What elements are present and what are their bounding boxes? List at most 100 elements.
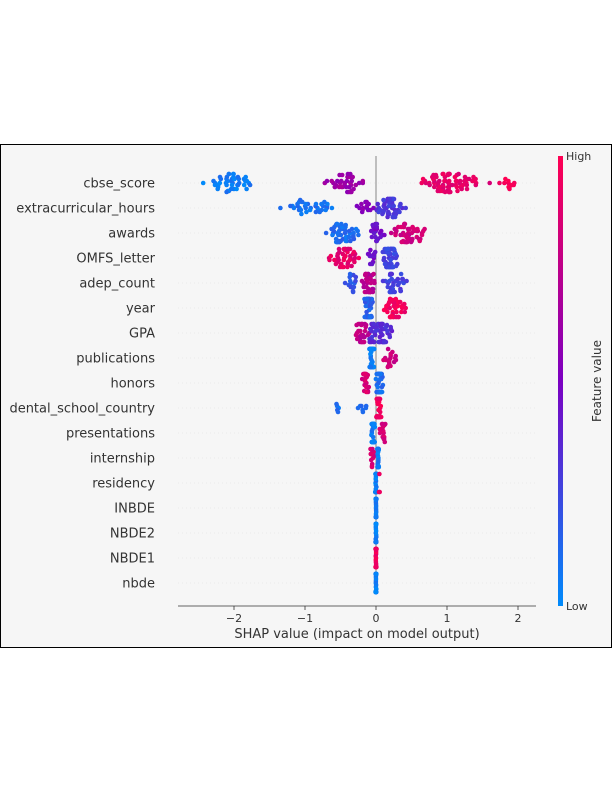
x-tick-label: −1 bbox=[297, 612, 313, 625]
shap-point-year bbox=[399, 309, 404, 315]
shap-point-OMFS_letter bbox=[341, 246, 347, 252]
shap-point-honors bbox=[366, 384, 372, 390]
shap-point-cbse_score bbox=[356, 180, 362, 186]
shap-point-dental_school_country bbox=[375, 396, 381, 402]
shap-point-OMFS_letter bbox=[351, 249, 357, 255]
colorbar: High Low Feature value bbox=[558, 150, 604, 613]
shap-point-GPA bbox=[354, 336, 360, 342]
shap-point-awards bbox=[338, 232, 344, 238]
shap-point-extracurricular_hours bbox=[380, 211, 385, 217]
shap-point-adep_count bbox=[351, 284, 357, 290]
shap-point-cbse_score bbox=[244, 186, 249, 192]
shap-point-publications bbox=[385, 346, 391, 352]
shap-point-OMFS_letter bbox=[356, 255, 362, 261]
shap-point-cbse_score bbox=[229, 182, 235, 188]
shap-point-adep_count bbox=[347, 271, 353, 277]
shap-point-OMFS_letter bbox=[341, 257, 347, 263]
shap-point-presentations bbox=[371, 439, 377, 445]
shap-point-honors bbox=[373, 376, 379, 382]
shap-point-cbse_score bbox=[343, 184, 349, 190]
shap-point-cbse_score bbox=[226, 171, 232, 177]
shap-point-adep_count bbox=[350, 289, 356, 295]
shap-point-adep_count bbox=[353, 278, 358, 284]
shap-point-cbse_score bbox=[234, 186, 239, 192]
feature-label-residency: residency bbox=[92, 477, 155, 492]
shap-point-extracurricular_hours bbox=[297, 197, 303, 203]
feature-label-dental_school_country: dental_school_country bbox=[9, 402, 155, 417]
shap-point-OMFS_letter bbox=[391, 264, 396, 270]
shap-point-OMFS_letter bbox=[391, 246, 397, 252]
shap-point-cbse_score bbox=[336, 184, 342, 190]
shap-point-OMFS_letter bbox=[332, 257, 337, 263]
shap-point-honors bbox=[363, 371, 368, 377]
shap-point-dental_school_country bbox=[363, 403, 369, 409]
shap-point-cbse_score bbox=[347, 189, 353, 195]
shap-point-dental_school_country bbox=[359, 403, 364, 409]
shap-point-cbse_score bbox=[473, 182, 479, 188]
shap-point-OMFS_letter bbox=[372, 249, 378, 255]
shap-point-adep_count bbox=[353, 274, 359, 280]
shap-point-awards bbox=[351, 236, 357, 242]
feature-label-publications: publications bbox=[76, 352, 155, 367]
shap-point-cbse_score bbox=[329, 178, 335, 184]
feature-label-GPA: GPA bbox=[129, 327, 155, 342]
shap-point-presentations bbox=[377, 426, 383, 432]
shap-point-year bbox=[402, 301, 407, 307]
shap-point-GPA bbox=[385, 328, 390, 334]
shap-point-extracurricular_hours bbox=[317, 209, 323, 215]
shap-point-year bbox=[364, 296, 370, 302]
shap-point-cbse_score bbox=[446, 189, 452, 195]
shap-point-GPA bbox=[377, 334, 383, 340]
feature-label-year: year bbox=[126, 302, 156, 317]
shap-point-residency bbox=[377, 471, 382, 477]
shap-point-cbse_score bbox=[211, 178, 216, 184]
shap-point-awards bbox=[393, 232, 398, 238]
shap-point-publications bbox=[393, 353, 399, 359]
shap-point-year bbox=[402, 309, 408, 315]
shap-point-cbse_score bbox=[464, 182, 470, 188]
shap-point-cbse_score bbox=[247, 182, 253, 188]
shap-point-awards bbox=[356, 232, 361, 238]
shap-point-honors bbox=[379, 384, 385, 390]
shap-point-cbse_score bbox=[332, 184, 338, 190]
shap-point-extracurricular_hours bbox=[299, 211, 304, 217]
shap-point-awards bbox=[335, 239, 341, 245]
shap-point-awards bbox=[398, 232, 403, 238]
shap-point-cbse_score bbox=[453, 178, 459, 184]
shap-point-cbse_score bbox=[224, 189, 229, 195]
shap-point-extracurricular_hours bbox=[381, 197, 386, 203]
shap-point-cbse_score bbox=[235, 174, 241, 180]
shap-point-awards bbox=[343, 228, 348, 234]
shap-point-extracurricular_hours bbox=[368, 207, 373, 213]
shap-point-GPA bbox=[387, 334, 393, 340]
shap-point-cbse_score bbox=[437, 178, 442, 184]
shap-point-GPA bbox=[362, 328, 368, 334]
shap-point-internship bbox=[369, 464, 375, 470]
shap-point-cbse_score bbox=[200, 180, 206, 186]
feature-label-INBDE: INBDE bbox=[114, 502, 155, 517]
shap-point-dental_school_country bbox=[335, 409, 341, 415]
shap-point-cbse_score bbox=[353, 182, 359, 188]
shap-point-year bbox=[393, 314, 399, 320]
shap-point-awards bbox=[403, 239, 409, 245]
shap-point-year bbox=[397, 299, 403, 305]
shap-point-cbse_score bbox=[503, 176, 508, 182]
shap-point-extracurricular_hours bbox=[386, 203, 392, 209]
shap-point-extracurricular_hours bbox=[364, 199, 370, 205]
shap-point-awards bbox=[410, 224, 415, 230]
shap-point-awards bbox=[346, 234, 352, 240]
shap-point-GPA bbox=[371, 321, 376, 327]
shap-point-INBDE bbox=[373, 514, 379, 520]
shap-point-extracurricular_hours bbox=[390, 196, 396, 202]
feature-label-awards: awards bbox=[108, 227, 155, 242]
shap-point-extracurricular_hours bbox=[288, 203, 293, 209]
shap-point-adep_count bbox=[361, 284, 367, 290]
shap-point-cbse_score bbox=[466, 176, 472, 182]
shap-point-OMFS_letter bbox=[346, 246, 351, 252]
feature-label-nbde: nbde bbox=[122, 577, 155, 592]
shap-point-cbse_score bbox=[337, 172, 342, 178]
shap-point-GPA bbox=[369, 339, 375, 345]
x-tick-label: 2 bbox=[515, 612, 522, 625]
